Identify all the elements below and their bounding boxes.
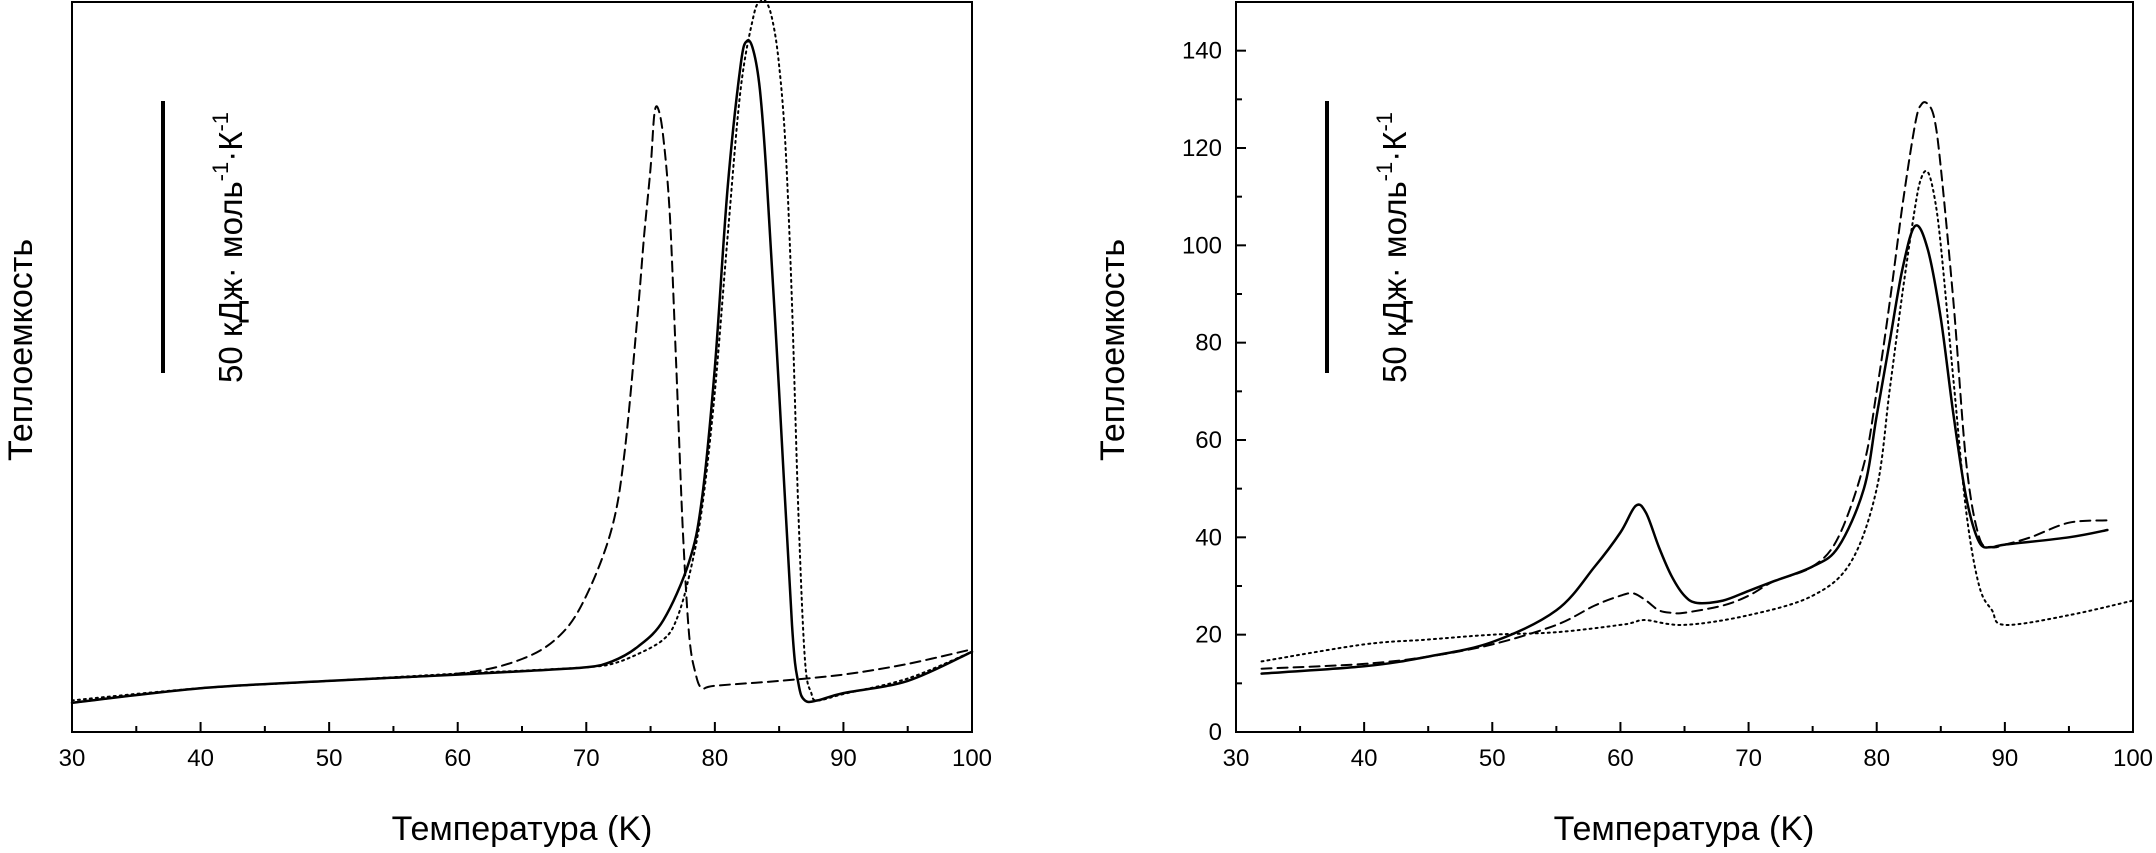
- x-tick-label-left: 80: [702, 745, 729, 772]
- x-tick-label-left: 70: [573, 745, 600, 772]
- x-tick-label-left: 90: [830, 745, 857, 772]
- x-tick-label-left: 100: [952, 745, 992, 772]
- y-tick-label: 100: [1182, 232, 1222, 259]
- series-line-solid-left: [70, 39, 974, 705]
- y-tick-label: 120: [1182, 135, 1222, 162]
- scale-bar-label-left: 50 кДж· моль-1·К-1: [208, 112, 249, 383]
- y-tick-label: 0: [1209, 719, 1222, 746]
- series-line-dashed-left: [71, 105, 973, 704]
- y-tick-label: 140: [1182, 38, 1222, 65]
- series-line-dotted-right: [1260, 169, 2134, 663]
- x-tick-label-right: 40: [1351, 745, 1378, 772]
- plot-frame-left: [71, 1, 973, 733]
- x-tick-label-left: 60: [444, 745, 471, 772]
- series-group-left: [70, 0, 974, 705]
- y-tick-label: 40: [1195, 524, 1222, 551]
- x-axis-title-left: Температура (K): [392, 810, 653, 848]
- x-tick-label-right: 50: [1479, 745, 1506, 772]
- series-line-dotted-left: [71, 0, 973, 702]
- y-tick-label: 80: [1195, 330, 1222, 357]
- x-tick-label-left: 40: [187, 745, 214, 772]
- x-tick-label-right: 90: [1992, 745, 2019, 772]
- y-axis-title-left: Теплоемкость: [2, 239, 40, 461]
- x-axis-ticks-right: 30 40 50 60 70 80 90 100: [1223, 722, 2153, 772]
- x-tick-label-left: 30: [59, 745, 86, 772]
- x-tick-label-right: 60: [1607, 745, 1634, 772]
- x-axis-title-right: Температура (K): [1554, 810, 1815, 848]
- series-line-dashed-right: [1260, 101, 2109, 670]
- chart-right: 30 40 50 60 70 80 90 100 0 20 40 60 80 100 120 140 50 …: [1094, 1, 2153, 848]
- x-tick-label-right: 70: [1735, 745, 1762, 772]
- y-axis-ticks-right: 0 20 40 60 80 100 120 140: [1182, 38, 1246, 746]
- chart-left: 30 40 50 60 70 80 90 100 50 кДж· моль-1·К-1 Тем…: [2, 0, 992, 848]
- y-tick-label: 60: [1195, 427, 1222, 454]
- y-tick-label: 20: [1195, 622, 1222, 649]
- x-tick-label-right: 80: [1863, 745, 1890, 772]
- scale-bar-label-right: 50 кДж· моль-1·К-1: [1372, 112, 1413, 383]
- series-group-right: [1260, 101, 2134, 675]
- y-axis-title-right: Теплоемкость: [1094, 239, 1132, 461]
- x-tick-label-right: 30: [1223, 745, 1250, 772]
- plot-frame-right: [1235, 1, 2134, 733]
- x-tick-label-right: 100: [2113, 745, 2153, 772]
- x-tick-label-left: 50: [316, 745, 343, 772]
- x-axis-ticks-left: 30 40 50 60 70 80 90 100: [59, 722, 992, 772]
